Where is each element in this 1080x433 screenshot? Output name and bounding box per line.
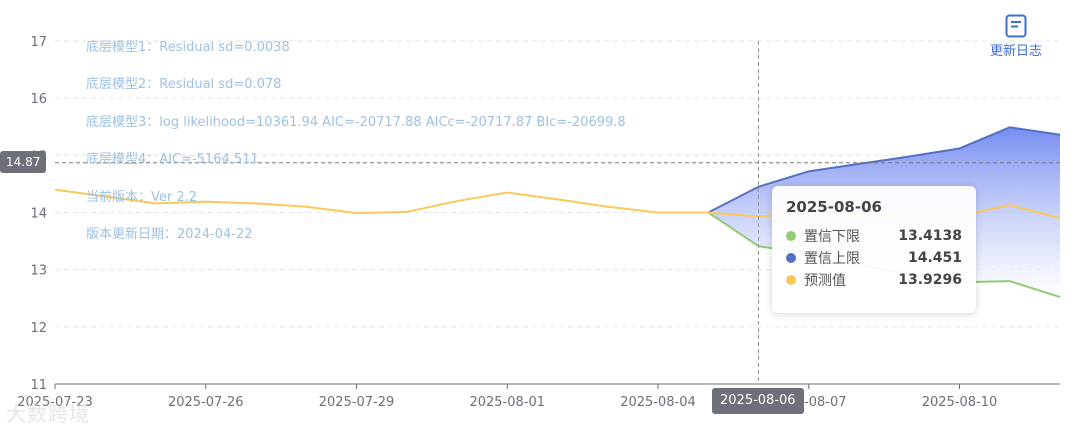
tooltip-row-name: 置信下限 [804, 229, 860, 245]
x-axis-pointer-label: 2025-08-06 [712, 388, 804, 414]
tooltip-row-value: 13.4138 [898, 228, 962, 244]
legend-dot-upper [786, 253, 796, 263]
watermark: 大数跨境 [6, 402, 90, 426]
y-tick-label: 13 [30, 264, 47, 279]
y-tick-label: 11 [30, 378, 47, 393]
annotation-version: 当前版本：Ver 2.2 [86, 190, 198, 205]
y-tick-label: 12 [30, 321, 47, 336]
changelog-button[interactable]: 更新日志 [986, 14, 1046, 59]
tooltip-row-value: 14.451 [907, 250, 962, 266]
tooltip-row-upper: 置信上限 14.451 [786, 247, 962, 269]
x-tick-label: 2025-08-01 [469, 395, 545, 410]
annotation-model-4: 底层模型4：AIC=-5164.511 [86, 152, 259, 167]
changelog-label: 更新日志 [989, 44, 1042, 59]
tooltip-date: 2025-08-06 [786, 198, 882, 216]
x-tick-label: 2025-07-23 [17, 395, 93, 410]
x-tick-label: 2025-07-26 [168, 395, 244, 410]
y-tick-label: 17 [30, 35, 47, 50]
x-tick-label: 2025-08-04 [620, 395, 696, 410]
annotation-model-3: 底层模型3：log likelihood=10361.94 AIC=-20717… [86, 115, 626, 130]
annotation-model-2: 底层模型2：Residual sd=0.078 [86, 77, 282, 92]
y-axis-pointer-label: 14.87 [0, 151, 47, 173]
document-icon [1005, 14, 1027, 38]
tooltip-row-value: 13.9296 [898, 272, 962, 288]
series-line [707, 126, 1061, 214]
tooltip-row-name: 置信上限 [804, 251, 860, 267]
annotation-update-date: 版本更新日期：2024-04-22 [86, 227, 253, 242]
tooltip-row-name: 预测值 [804, 273, 846, 289]
tooltip-row-forecast: 预测值 13.9296 [786, 269, 962, 291]
y-tick-label: 16 [30, 92, 47, 107]
legend-dot-lower [786, 231, 796, 241]
tooltip-row-lower: 置信下限 13.4138 [786, 225, 962, 247]
annotation-model-1: 底层模型1：Residual sd=0.0038 [86, 40, 290, 55]
legend-dot-forecast [786, 275, 796, 285]
x-tick-label: 2025-07-29 [319, 395, 395, 410]
y-tick-label: 14 [30, 207, 47, 222]
x-tick-label: 2025-08-10 [922, 395, 998, 410]
chart-tooltip: 2025-08-06 置信下限 13.4138 置信上限 14.451 预测值 … [772, 186, 976, 313]
